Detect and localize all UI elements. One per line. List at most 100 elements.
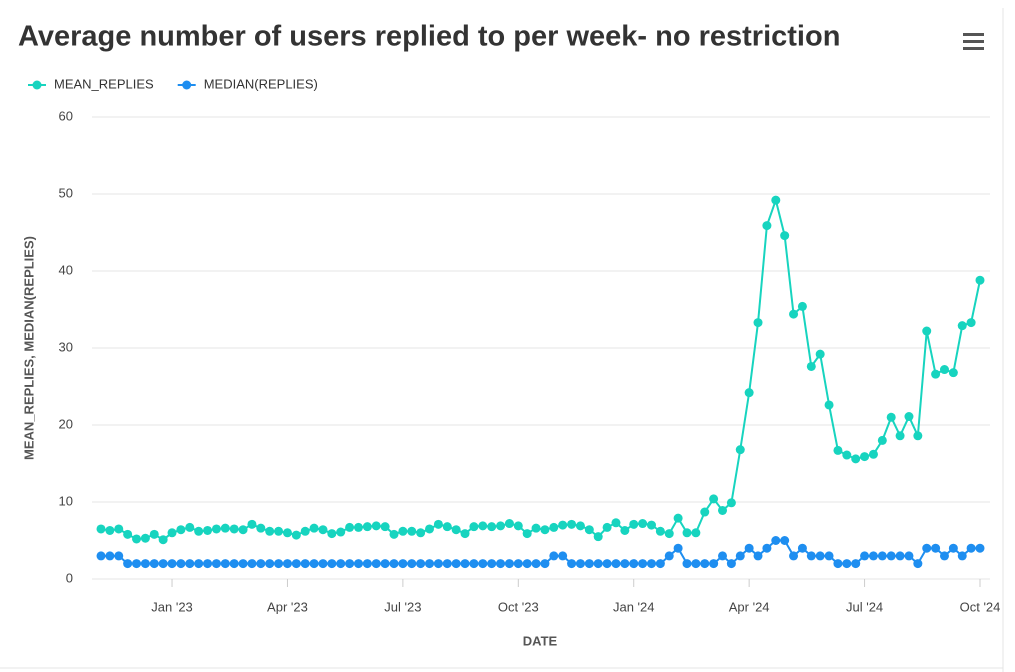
data-point [416,528,426,538]
data-point [860,452,870,462]
data-point [176,559,186,569]
data-point [229,524,239,534]
data-point [256,559,266,569]
data-point [345,522,355,532]
data-point [531,559,541,569]
data-point [469,522,479,532]
data-point [220,559,230,569]
data-point [132,534,142,544]
data-point [726,559,736,569]
legend-item: MEAN_REPLIES [28,76,154,91]
data-point [274,526,284,536]
data-point [96,524,106,534]
data-point [629,519,639,529]
data-point [105,525,115,535]
chart-title: Average number of users replied to per w… [18,21,840,53]
data-point [691,528,701,538]
data-point [895,431,905,441]
data-point [833,559,843,569]
data-point [362,522,372,532]
series-line [100,196,981,541]
data-point [371,559,381,569]
data-point [407,559,417,569]
x-tick-label: Jan '24 [613,599,655,614]
data-point [522,559,532,569]
data-point [504,559,514,569]
data-point [753,551,763,561]
data-point [300,559,310,569]
data-point [575,521,585,531]
data-point [833,445,843,455]
data-point [655,526,665,536]
menu-bar [963,33,984,36]
data-point [780,231,790,241]
legend-item: MEDIAN(REPLIES) [177,76,318,91]
data-point [806,551,816,561]
data-point [220,523,230,533]
data-point [735,551,745,561]
data-point [487,522,497,532]
y-tick-label: 10 [59,493,73,508]
data-point [584,559,594,569]
data-point [291,530,301,540]
data-point [602,559,612,569]
data-point [638,519,648,529]
menu-button[interactable] [963,33,984,50]
data-point [558,520,568,530]
data-point [673,513,683,523]
data-point [922,543,932,553]
data-point [558,551,568,561]
data-point [718,505,728,515]
data-point [611,518,621,528]
data-point [966,543,976,553]
menu-bar [963,40,984,43]
data-point [132,559,142,569]
data-point [380,522,390,532]
data-point [620,559,630,569]
data-point [229,559,239,569]
data-point [797,301,807,311]
data-point [718,551,728,561]
data-point [931,369,941,379]
data-point [176,525,186,535]
data-point [265,559,275,569]
data-point [407,526,417,536]
data-point [513,521,523,531]
data-point [975,543,985,553]
data-point [442,559,452,569]
data-point [167,559,177,569]
data-point [513,559,523,569]
data-point [327,559,337,569]
x-tick-label: Oct '23 [498,599,539,614]
data-point [815,551,825,561]
data-point [567,519,577,529]
data-point [265,526,275,536]
data-point [567,559,577,569]
data-point [318,559,328,569]
data-point [789,551,799,561]
data-point [380,559,390,569]
data-point [797,543,807,553]
legend-marker [32,80,42,90]
data-point [478,559,488,569]
data-point [549,522,559,532]
data-point [922,326,932,336]
data-point [948,543,958,553]
data-point [593,559,603,569]
data-point [931,543,941,553]
data-point [868,551,878,561]
data-point [282,559,292,569]
data-point [691,559,701,569]
data-point [824,551,834,561]
data-point [638,559,648,569]
x-tick-label: Jan '23 [151,599,193,614]
data-point [664,529,674,539]
data-point [904,412,914,422]
legend-label: MEDIAN(REPLIES) [204,76,318,91]
data-point [877,435,887,445]
data-point [203,525,213,535]
data-point [540,525,550,535]
data-point [114,551,124,561]
data-point [371,521,381,531]
data-point [673,543,683,553]
